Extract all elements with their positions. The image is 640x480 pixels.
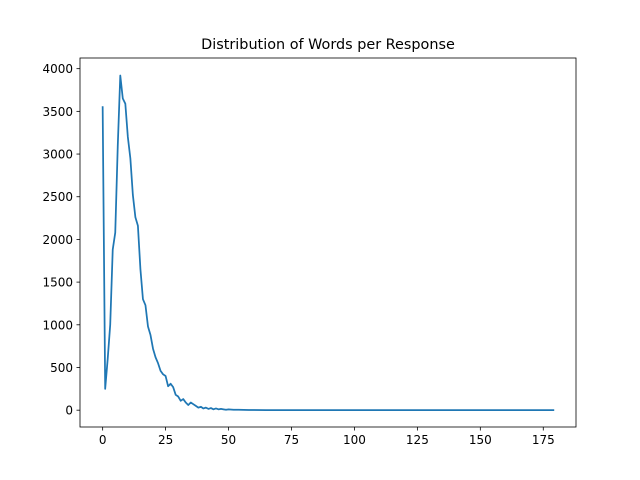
y-axis-ticks: 0 500 1000 1500 2000 2500 3000 3500 4000 bbox=[42, 62, 80, 418]
y-tick-label: 3500 bbox=[42, 105, 73, 119]
y-tick-label: 2000 bbox=[42, 233, 73, 247]
chart-title: Distribution of Words per Response bbox=[201, 37, 455, 53]
x-tick-label: 25 bbox=[158, 433, 173, 447]
x-tick-label: 75 bbox=[284, 433, 299, 447]
x-tick-label: 100 bbox=[343, 433, 366, 447]
y-tick-label: 0 bbox=[65, 404, 73, 418]
y-tick-label: 500 bbox=[50, 361, 73, 375]
y-tick-label: 2500 bbox=[42, 190, 73, 204]
y-tick-label: 1000 bbox=[42, 318, 73, 332]
axes-frame bbox=[79, 57, 577, 428]
x-tick-label: 150 bbox=[469, 433, 492, 447]
y-tick-label: 3000 bbox=[42, 148, 73, 162]
x-tick-label: 0 bbox=[99, 433, 107, 447]
x-tick-label: 50 bbox=[221, 433, 236, 447]
y-tick-label: 1500 bbox=[42, 276, 73, 290]
x-tick-label: 125 bbox=[406, 433, 429, 447]
y-tick-label: 4000 bbox=[42, 62, 73, 76]
x-tick-label: 175 bbox=[532, 433, 555, 447]
x-axis-ticks: 0 25 50 75 100 125 150 175 bbox=[99, 427, 555, 447]
series-line-0 bbox=[101, 74, 555, 412]
plot-area bbox=[101, 74, 555, 412]
